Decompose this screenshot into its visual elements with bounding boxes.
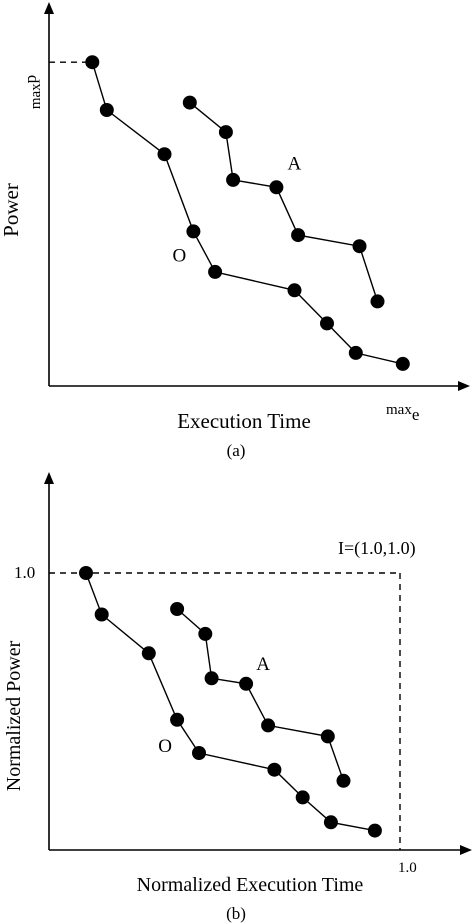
- panel-a-series-o-point-3: [157, 147, 172, 162]
- panel-b-series-o-point-1: [79, 566, 93, 580]
- panel-b-y-arrow: [44, 472, 54, 484]
- panel-a-series-o-point-7: [320, 316, 334, 331]
- panel-a-x-max-label: maxe: [386, 402, 419, 424]
- panel-a-series-o-point-4: [186, 224, 201, 239]
- panel-b-series: OA: [79, 566, 382, 838]
- panel-b-y-max-label: 1.0: [14, 563, 35, 582]
- panel-a-series-a-label: A: [288, 153, 302, 174]
- panel-b-series-o-point-8: [323, 815, 338, 830]
- panel-a-series-o-point-8: [348, 345, 363, 360]
- panel-a-series-o-point-6: [287, 283, 302, 298]
- panel-b-series-a-point-7: [336, 773, 351, 788]
- panel-a: OA Power maxp Execution Time maxe (a): [0, 2, 470, 460]
- panel-b-series-o-label: O: [158, 736, 172, 757]
- panel-a-series-o-point-1: [85, 55, 100, 70]
- panel-a-series-o-point-5: [208, 264, 223, 279]
- panel-a-series-o-line: [91, 61, 403, 365]
- panel-a-caption: (a): [227, 441, 246, 460]
- panel-a-series-a-point-5: [291, 228, 306, 243]
- panel-a-series-a-point-1: [182, 95, 197, 110]
- panel-a-series-a-point-4: [269, 180, 284, 195]
- panel-b-series-o-point-5: [192, 746, 206, 760]
- panel-a-series-o-label: O: [173, 245, 187, 266]
- panel-b-series-o-point-7: [295, 790, 310, 805]
- panel-a-x-label: Execution Time: [177, 409, 311, 433]
- panel-a-y-max-label: maxp: [21, 75, 44, 109]
- panel-b-x-arrow: [460, 845, 472, 855]
- panel-a-series-o-point-9: [395, 356, 410, 371]
- panel-b-ideal-point-label: I=(1.0,1.0): [338, 538, 416, 559]
- panel-b-x-label: Normalized Execution Time: [137, 874, 364, 896]
- panel-a-y-arrow: [44, 2, 54, 14]
- panel-b-series-a-point-1: [170, 602, 185, 616]
- panel-b-y-label: Normalized Power: [3, 640, 25, 791]
- panel-b-series-a-point-6: [320, 729, 335, 744]
- panel-a-series-o-point-2: [99, 103, 114, 117]
- panel-b-series-o-point-3: [141, 646, 156, 661]
- panel-b-series-o-line: [85, 572, 376, 832]
- panel-a-series: OA: [85, 55, 410, 371]
- panel-b-series-o-point-9: [367, 823, 382, 838]
- panel-a-series-a-point-3: [226, 172, 241, 187]
- panel-b: OA Normalized Power 1.0 1.0 I=(1.0,1.0) …: [3, 472, 472, 923]
- panel-b-series-a-point-5: [261, 718, 276, 733]
- panel-a-series-a-point-6: [352, 239, 367, 254]
- panel-b-series-o-point-6: [267, 762, 282, 777]
- panel-a-y-label: Power: [0, 183, 23, 237]
- panel-b-series-a-point-2: [198, 626, 213, 641]
- panel-b-series-a-point-4: [239, 676, 254, 691]
- panel-a-series-a-point-7: [370, 294, 385, 309]
- panel-b-series-o-point-2: [94, 607, 109, 622]
- panel-b-series-a-point-3: [204, 671, 219, 686]
- panel-b-caption: (b): [226, 904, 246, 923]
- panel-b-series-a-label: A: [256, 654, 270, 675]
- panel-a-series-a-point-2: [218, 125, 233, 140]
- panel-b-series-o-point-4: [170, 712, 185, 727]
- panel-a-x-arrow: [458, 381, 470, 391]
- panel-b-x-max-label: 1.0: [398, 860, 417, 876]
